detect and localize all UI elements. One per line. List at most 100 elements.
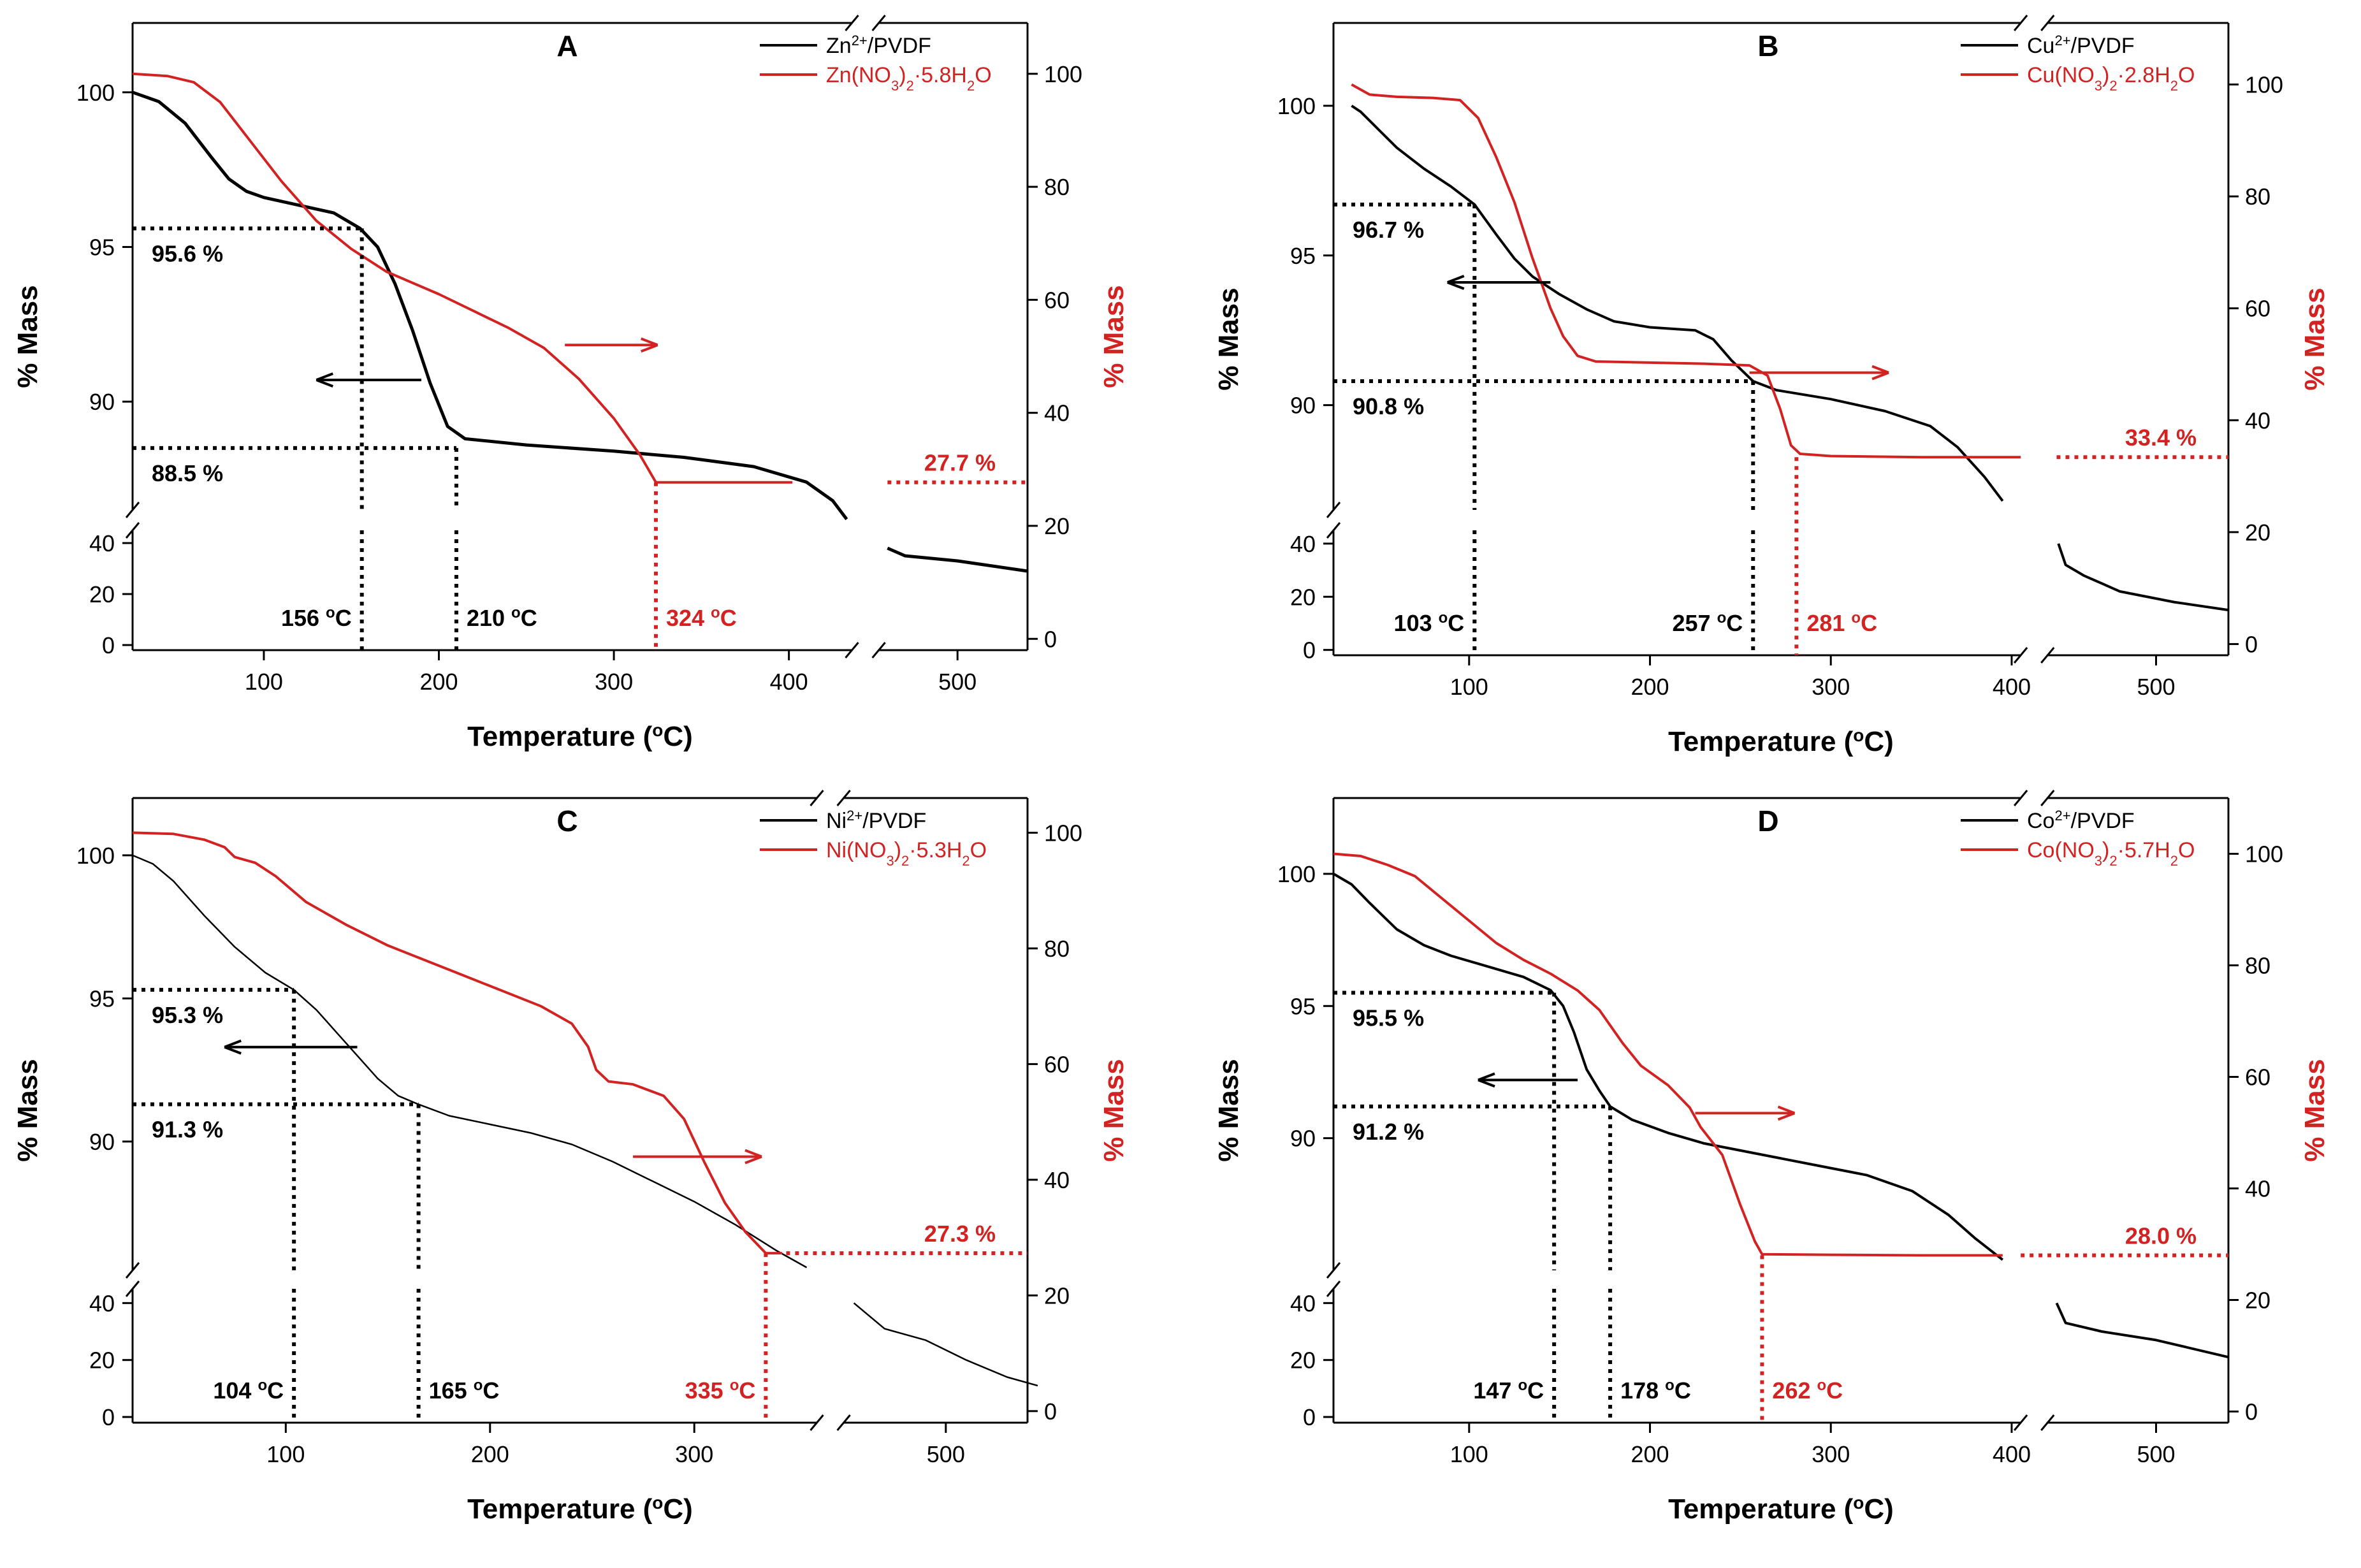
guide-label-temperature: 178 oC: [1620, 1377, 1691, 1404]
text-run: C: [335, 605, 352, 631]
x-tick-label: 200: [471, 1441, 509, 1467]
text-run: 3: [2095, 78, 2102, 94]
y-left-tick-label: 0: [1303, 1404, 1316, 1430]
y-right-tick-label: 20: [2245, 1288, 2270, 1314]
series-line-complex-high-temp: [853, 1302, 1038, 1387]
text-run: 2: [967, 78, 975, 94]
x-axis-break-mark: [2040, 15, 2055, 31]
text-run: C: [1726, 610, 1743, 636]
y-left-tick-label: 20: [1290, 1347, 1316, 1374]
y-right-tick-label: 60: [1044, 1051, 1070, 1077]
y-axis-break-mark: [125, 522, 140, 539]
x-tick-label: 400: [1993, 1441, 2031, 1467]
text-run: ·5.3H: [909, 838, 962, 862]
x-axis-break-mark: [2014, 1414, 2028, 1431]
text-run: % Mass: [12, 285, 43, 388]
x-axis-break-mark: [871, 642, 886, 658]
text-run: 2: [2170, 853, 2178, 869]
text-run: 103: [1394, 610, 1439, 636]
text-run: 210: [467, 605, 511, 631]
text-run: o: [1518, 1377, 1527, 1394]
text-run: o: [1717, 609, 1727, 627]
x-axis-break-mark: [2040, 1414, 2055, 1431]
arrow-head: [1777, 1105, 1796, 1121]
series-line-complex-high-temp: [887, 546, 1028, 573]
y-left-tick-label: 90: [1290, 1126, 1316, 1152]
legend-label-nitrate: Co(NO3)2·5.7H2O: [2027, 838, 2195, 869]
guide-label-temperature: 262 oC: [1772, 1377, 1843, 1404]
x-axis-break-mark: [836, 790, 851, 806]
x-tick-label: 500: [938, 669, 977, 695]
text-run: % Mass: [1213, 1059, 1244, 1161]
text-run: Temperature (: [1668, 1493, 1853, 1525]
guide-label-mass: 91.3 %: [152, 1117, 223, 1143]
y-right-axis-title: % Mass: [1098, 1059, 1130, 1161]
text-run: o: [1853, 725, 1864, 745]
text-run: Co(NO: [2027, 838, 2095, 862]
text-run: % Mass: [2299, 1059, 2330, 1161]
guide-label-temperature: 165 oC: [429, 1377, 500, 1404]
text-run: Cu(NO: [2027, 63, 2095, 87]
text-run: C): [1864, 726, 1893, 757]
guide-label-temperature: 104 oC: [213, 1377, 284, 1404]
series-line-nitrate: [132, 72, 793, 484]
text-run: ): [894, 838, 901, 862]
text-run: C: [483, 1377, 499, 1404]
y-left-tick-label: 20: [1290, 584, 1316, 610]
x-axis-break-mark: [2014, 790, 2028, 806]
text-run: 178: [1620, 1377, 1665, 1404]
panel-label: C: [556, 804, 578, 838]
text-run: C: [521, 605, 537, 631]
y-left-tick-label: 40: [1290, 531, 1316, 557]
panel-D: 100 200 300 400 500909510002040020406080100T…: [1213, 790, 2330, 1525]
x-tick-label: 300: [1812, 1441, 1850, 1467]
arrow-head: [745, 1149, 762, 1165]
y-right-tick-label: 40: [2245, 407, 2270, 433]
y-right-tick-label: 100: [1044, 820, 1082, 846]
y-right-tick-label: 60: [2245, 1064, 2270, 1091]
text-run: Co: [2027, 809, 2054, 833]
y-right-tick-label: 20: [1044, 513, 1070, 539]
panel-C: 100 200 300 500 90 95 100 0 20 40 0 20 40 60 80 100 Temp…: [12, 790, 1130, 1525]
text-run: 104: [213, 1377, 258, 1404]
text-run: ): [2102, 838, 2109, 862]
series-line-complex: [132, 91, 848, 521]
y-right-tick-label: 20: [1044, 1282, 1070, 1309]
y-left-tick-label: 40: [89, 530, 115, 556]
text-run: 262: [1772, 1377, 1817, 1404]
guide-label-mass: 91.2 %: [1353, 1119, 1424, 1145]
y-left-tick-label: 0: [102, 632, 115, 658]
text-run: C: [267, 1377, 284, 1404]
text-run: C: [1674, 1377, 1691, 1404]
arrow-head: [641, 337, 658, 353]
legend-label-nitrate: Zn(NO3)2·5.8H2O: [826, 63, 992, 94]
text-run: o: [711, 604, 720, 621]
text-run: 2+: [846, 808, 862, 824]
y-left-tick-label: 100: [76, 80, 115, 106]
y-left-tick-label: 0: [102, 1404, 115, 1430]
series-line-complex: [132, 854, 808, 1268]
text-run: 2: [901, 853, 909, 869]
y-left-tick-label: 100: [76, 843, 115, 869]
x-tick-label: 500: [2137, 674, 2175, 700]
text-run: o: [474, 1377, 483, 1394]
text-run: o: [730, 1377, 739, 1394]
x-axis-break-mark: [836, 1414, 851, 1431]
text-run: % Mass: [12, 1059, 43, 1161]
y-right-tick-label: 60: [2245, 296, 2270, 322]
y-right-tick-label: 60: [1044, 287, 1070, 313]
text-run: C): [663, 1493, 692, 1525]
y-right-tick-label: 80: [2245, 953, 2270, 979]
text-run: o: [1817, 1377, 1827, 1394]
text-run: o: [326, 604, 335, 621]
x-tick-label: 500: [2137, 1441, 2175, 1467]
text-run: 2+: [2054, 808, 2070, 824]
text-run: o: [652, 1493, 663, 1513]
text-run: C: [1527, 1377, 1544, 1404]
guide-label-temperature: 324 oC: [666, 604, 737, 632]
y-right-tick-label: 20: [2245, 519, 2270, 546]
x-tick-label: 400: [1993, 674, 2031, 700]
y-right-tick-label: 100: [2245, 72, 2283, 98]
series-line-nitrate: [1351, 83, 2021, 459]
text-run: O: [2178, 63, 2195, 87]
